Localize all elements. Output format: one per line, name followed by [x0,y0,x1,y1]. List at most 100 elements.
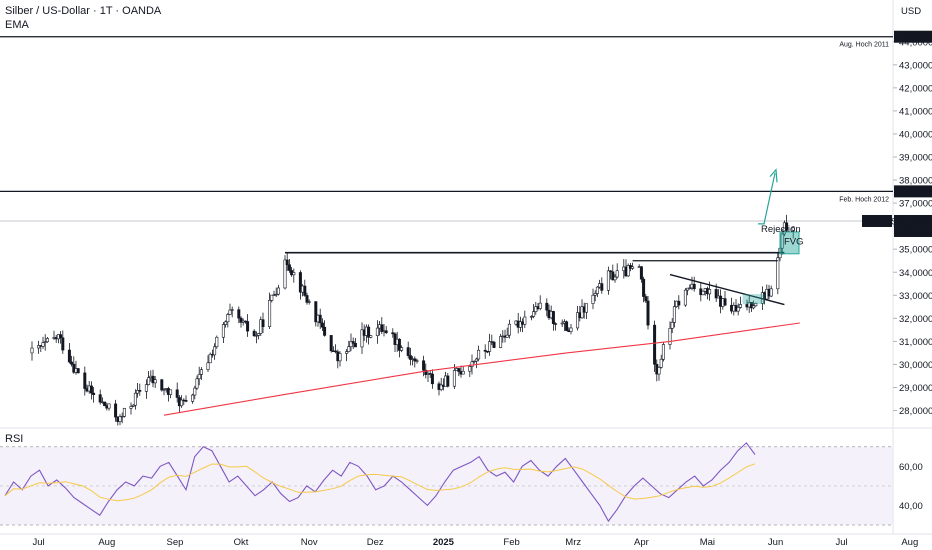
horizontal-levels[interactable]: Aug. Hoch 2011 44,21831 Feb. Hoch 2012 37,5… [0,30,932,238]
candle-up [736,307,740,312]
candle-up [345,351,349,354]
candle-up [507,323,511,336]
candle-up [534,306,538,312]
candle-down [76,368,80,374]
candle-up [661,344,665,360]
time-tick-label: 2025 [433,537,455,548]
candle-up [569,327,573,333]
candle-up [338,353,342,362]
candle-up [283,259,287,289]
price-tick-label: 35,00000 [899,245,932,256]
time-tick-label: Feb [503,537,519,548]
breakout-zone [742,294,765,305]
candle-up [613,276,617,281]
candle-up [626,265,630,277]
candle-down [492,341,496,348]
candle-up [147,377,151,385]
candle-down [446,375,450,387]
candle-down [320,322,324,328]
candle-down [303,285,307,296]
candle-down [677,300,681,306]
ema-series [163,322,800,416]
bar-countdown-label: 04:05:07 [897,226,932,237]
candle-down [89,385,93,394]
candle-up [606,270,610,291]
candle-up [257,333,261,336]
candle-down [749,302,753,309]
price-tick-label: 34,00000 [899,268,932,279]
candle-up [276,287,280,295]
candle-up [538,302,542,309]
candle-up [472,360,476,363]
candle-down [70,361,74,365]
candle-down [67,349,71,363]
candle-up [129,406,133,409]
candle-down [252,330,256,337]
candle-up [452,370,456,387]
candle-down [305,295,309,303]
candle-down [406,347,410,356]
candle-up [560,322,564,325]
candle-up [191,394,195,402]
rsi-tick-label: 40,00 [899,501,923,512]
candle-up [226,314,230,323]
candle-up [180,399,184,407]
ema-line [163,322,800,416]
candle-down [239,317,243,323]
candle-up [593,293,597,296]
level-note: Feb. Hoch 2012 [839,196,889,203]
candle-up [769,288,773,297]
candle-up [221,324,225,338]
candle-down [314,301,318,323]
candle-up [776,257,780,290]
candle-up [347,346,351,352]
descending-trendline[interactable] [669,273,785,306]
time-tick-label: Jul [836,537,848,548]
candle-down [611,271,615,281]
candle-up [224,321,228,325]
projection-arrow [758,173,776,225]
price-tick-label: 37,00000 [899,199,932,210]
candle-up [375,327,379,336]
candle-up [791,226,795,231]
time-tick-label: Aug [901,537,918,548]
candle-down [298,272,302,293]
candle-down [83,372,87,389]
candle-down [61,337,65,351]
time-tick-label: Sep [167,537,184,548]
candle-down [422,360,426,371]
candle-down [380,324,384,332]
candle-up [468,366,472,372]
candle-down [351,341,355,344]
candle-up [37,345,41,349]
drawing-annotations[interactable]: FVG Rejection [285,168,804,306]
candle-down [59,334,63,339]
candle-up [41,342,45,347]
candle-up [153,379,157,384]
candle-up [360,329,364,348]
candle-up [584,303,588,313]
candle-up [30,347,34,354]
candle-up [43,341,47,343]
price-tick-label: 29,00000 [899,383,932,394]
candle-up [213,346,217,356]
candle-down [639,266,643,280]
candle-down [413,358,417,362]
fvg-label: FVG [784,237,804,248]
price-tick-label: 30,00000 [899,360,932,371]
level-price-badge [894,185,932,198]
candle-up [307,301,311,303]
candle-up [688,287,692,290]
candle-down [285,259,289,266]
candle-up [45,338,49,343]
fvg-zone[interactable] [779,231,800,255]
candle-up [532,311,536,317]
candle-up [615,270,619,278]
candle-down [644,296,648,302]
symbol-label: XAGUSD [864,216,904,227]
candle-down [261,319,265,328]
candle-down [334,350,338,353]
candle-up [208,353,212,364]
